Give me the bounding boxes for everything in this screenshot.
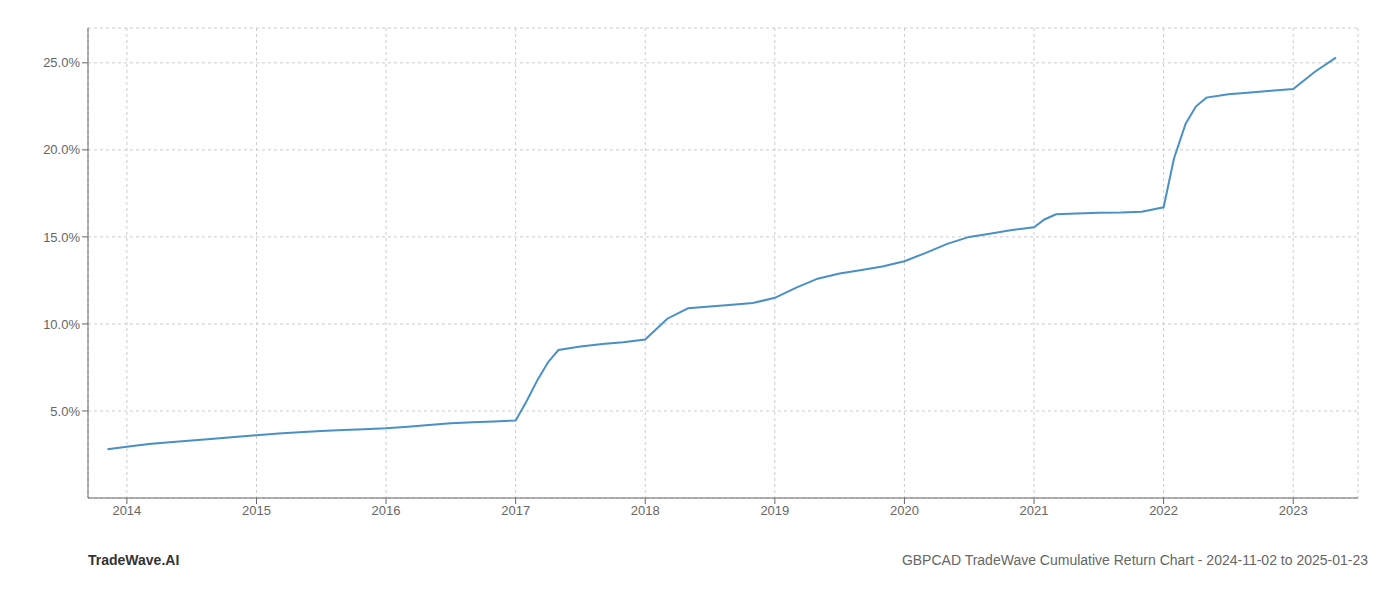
svg-text:15.0%: 15.0% [43,230,80,245]
svg-text:2023: 2023 [1279,503,1308,518]
svg-text:20.0%: 20.0% [43,142,80,157]
svg-text:5.0%: 5.0% [50,404,80,419]
svg-text:2017: 2017 [501,503,530,518]
svg-text:2020: 2020 [890,503,919,518]
html-text:TradeWave.AI: TradeWave.AI [88,552,180,568]
svg-text:2014: 2014 [112,503,141,518]
svg-text:2018: 2018 [631,503,660,518]
svg-text:2015: 2015 [242,503,271,518]
svg-text:2022: 2022 [1149,503,1178,518]
svg-text:10.0%: 10.0% [43,317,80,332]
html-text:GBPCAD TradeWave Cumulative Re: GBPCAD TradeWave Cumulative Return Chart… [901,552,1368,568]
svg-text:2016: 2016 [372,503,401,518]
svg-text:25.0%: 25.0% [43,55,80,70]
svg-text:2019: 2019 [760,503,789,518]
svg-text:2021: 2021 [1020,503,1049,518]
